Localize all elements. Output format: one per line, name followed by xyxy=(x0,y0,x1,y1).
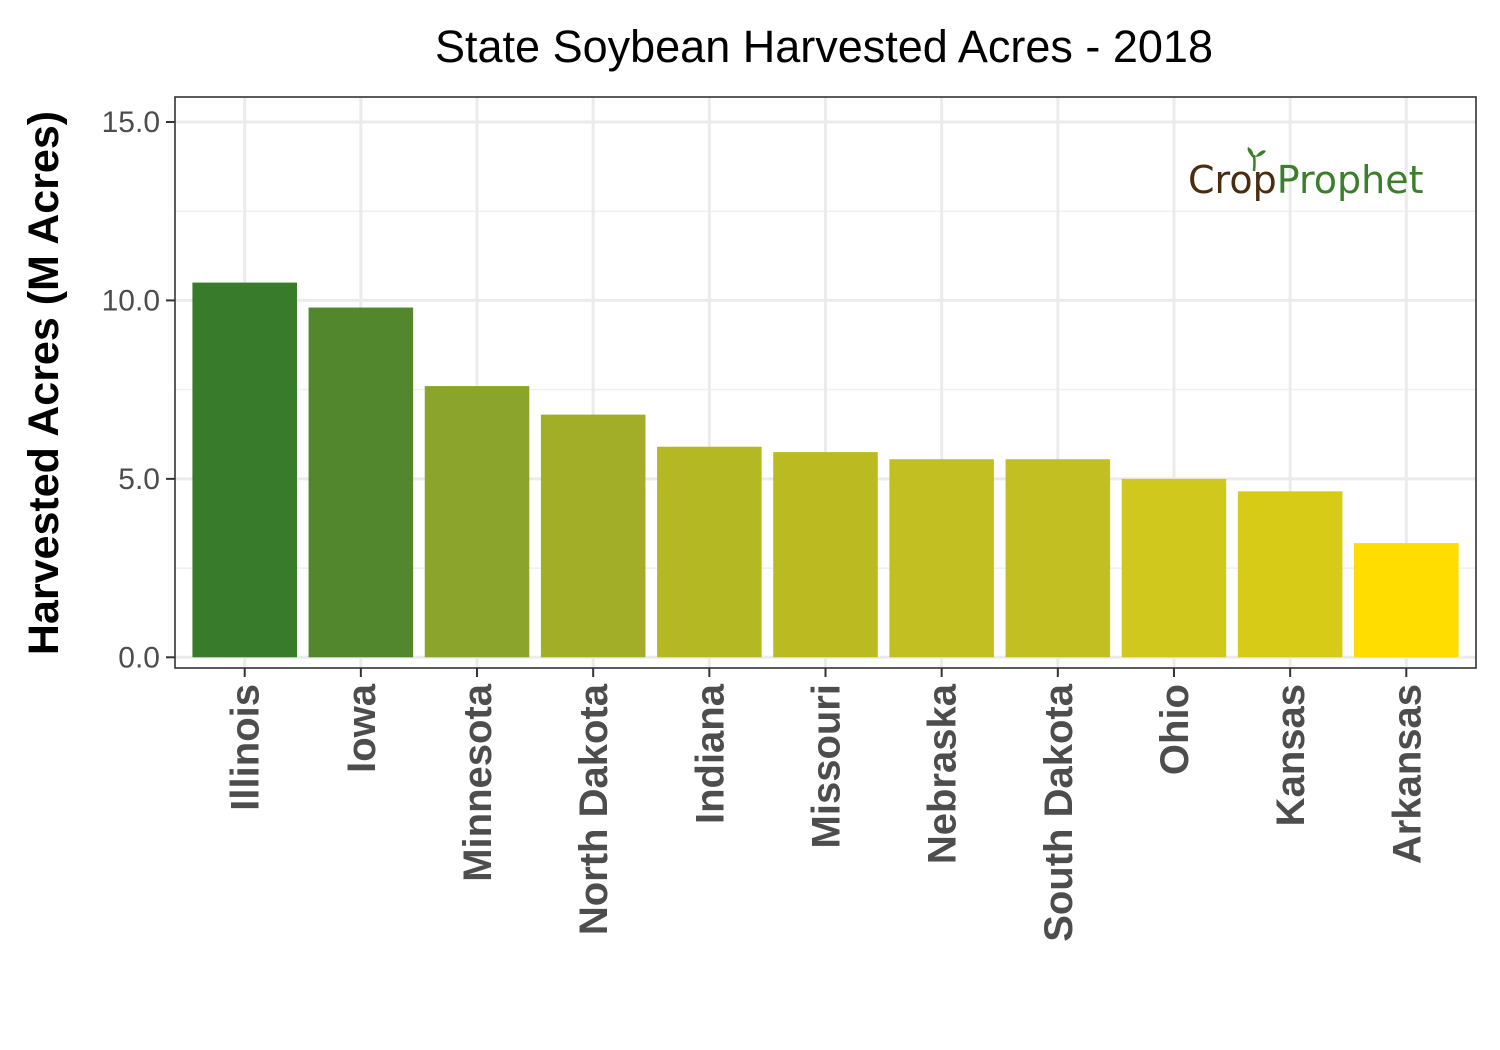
bar-kansas xyxy=(1237,491,1343,658)
y-axis-label: Harvested Acres (M Acres) xyxy=(20,111,68,655)
sprout-icon xyxy=(1247,147,1266,172)
bar-iowa xyxy=(308,307,414,658)
bar-ohio xyxy=(1121,478,1227,658)
chart-title: State Soybean Harvested Acres - 2018 xyxy=(435,21,1213,72)
bar-arkansas xyxy=(1354,543,1459,658)
x-tick-label: North Dakota xyxy=(572,683,616,935)
logo-part1: Cr xyxy=(1188,158,1231,202)
x-tick-label: Minnesota xyxy=(456,683,500,882)
logo-part3: Prophet xyxy=(1277,158,1424,202)
x-tick-label: Illinois xyxy=(224,684,268,811)
bar-south-dakota xyxy=(1005,459,1111,658)
bar-north-dakota xyxy=(540,414,646,658)
x-tick-label: Missouri xyxy=(805,684,849,848)
bars xyxy=(192,282,1459,658)
y-axis: 0.0 5.0 10.0 15.0 xyxy=(102,106,175,674)
cropprophet-logo: CropProphet xyxy=(1188,147,1423,202)
x-tick-label: Arkansas xyxy=(1385,684,1429,864)
logo-sprout-o: o xyxy=(1229,158,1252,202)
x-tick-label: Indiana xyxy=(688,683,732,824)
y-tick-label: 10.0 xyxy=(102,284,160,317)
bar-illinois xyxy=(192,282,297,658)
bar-nebraska xyxy=(889,459,994,658)
y-tick-label: 0.0 xyxy=(118,641,160,674)
x-tick-label: Nebraska xyxy=(921,683,965,864)
x-axis: Illinois Iowa Minnesota North Dakota Indiana… xyxy=(224,668,1429,942)
bar-minnesota xyxy=(424,386,530,658)
x-tick-label: Iowa xyxy=(340,683,384,773)
y-tick-label: 15.0 xyxy=(102,106,160,139)
y-tick-label: 5.0 xyxy=(118,463,160,496)
bar-indiana xyxy=(657,446,762,658)
bar-missouri xyxy=(773,452,878,658)
logo-part2: p xyxy=(1253,158,1277,202)
x-tick-label: Kansas xyxy=(1269,684,1313,826)
svg-text:CropProphet: CropProphet xyxy=(1188,158,1423,202)
x-tick-label: Ohio xyxy=(1153,684,1197,775)
x-tick-label: South Dakota xyxy=(1037,683,1081,942)
